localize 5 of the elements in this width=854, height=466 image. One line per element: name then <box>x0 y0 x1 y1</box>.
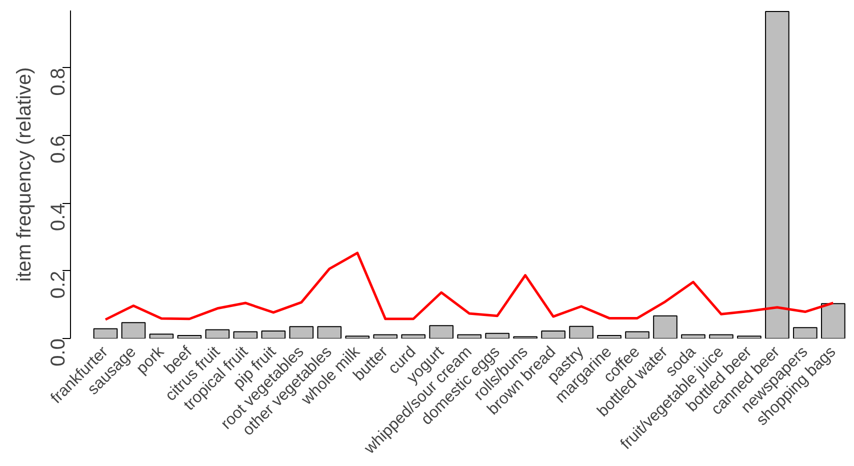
y-tick-label: 0.4 <box>48 203 70 232</box>
y-tick-label: 0.2 <box>48 270 70 299</box>
y-axis-title: item frequency (relative) <box>14 67 36 282</box>
y-tick-label: 0.6 <box>48 136 70 164</box>
y-tick-label: 0.8 <box>48 68 70 96</box>
